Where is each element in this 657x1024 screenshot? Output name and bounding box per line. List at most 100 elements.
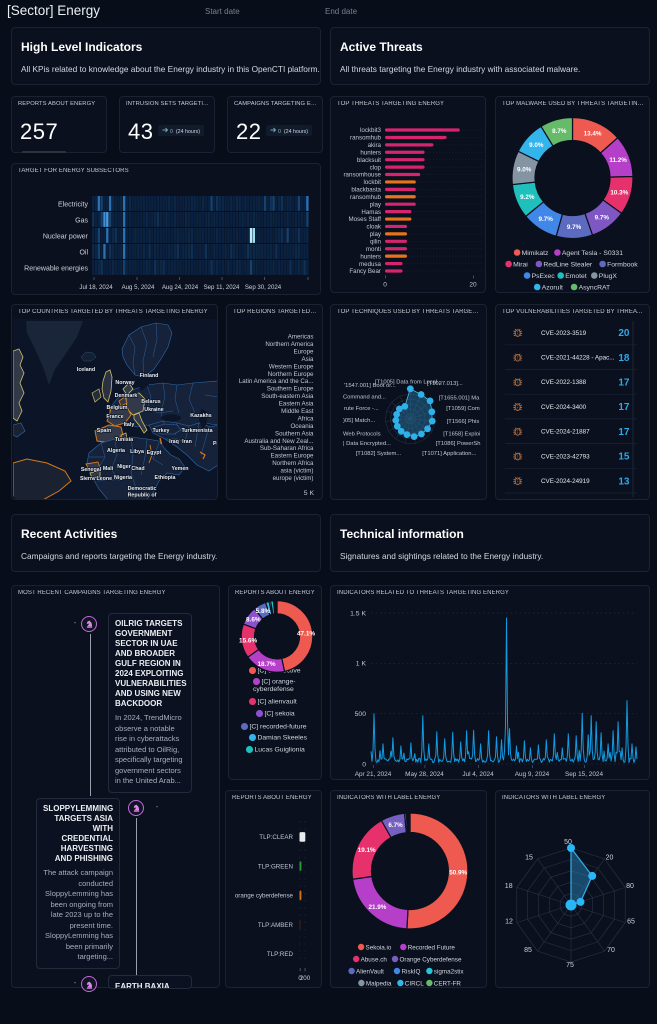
svg-text:Sep 30, 2024: Sep 30, 2024 (245, 284, 282, 291)
svg-text:50.9%: 50.9% (449, 870, 467, 877)
svg-text:Chad: Chad (131, 466, 144, 472)
svg-text:75: 75 (566, 962, 574, 969)
svg-text:Nuclear power: Nuclear power (43, 234, 89, 241)
svg-text:11.2%: 11.2% (609, 157, 627, 164)
svg-text:Nigeria: Nigeria (114, 475, 132, 481)
svg-text:13: 13 (618, 476, 630, 487)
svg-text:Southern Europe: Southern Europe (267, 386, 314, 393)
svg-text:Eastern Europe: Eastern Europe (271, 453, 315, 460)
svg-text:15: 15 (618, 452, 630, 463)
svg-text:Sub-Saharan Africa: Sub-Saharan Africa (260, 445, 314, 452)
svg-text:17: 17 (618, 402, 630, 413)
svg-text:Libya: Libya (130, 449, 144, 455)
svg-text:CVE-2022-1388: CVE-2022-1388 (541, 379, 587, 386)
svg-text:Apr 21, 2024: Apr 21, 2024 (355, 771, 392, 778)
svg-text:15.6%: 15.6% (239, 638, 257, 645)
svg-text:TLP:GREEN: TLP:GREEN (258, 863, 293, 870)
svg-text:200: 200 (300, 975, 311, 982)
svg-text:clop: clop (370, 164, 382, 171)
svg-text:Iraq: Iraq (169, 439, 179, 445)
svg-text:Middle East: Middle East (281, 408, 314, 415)
svg-text:Mali: Mali (103, 466, 114, 472)
svg-text:ransomhub: ransomhub (350, 135, 382, 142)
svg-text:50: 50 (564, 839, 572, 846)
svg-text:Renewable energies: Renewable energies (24, 266, 88, 273)
svg-text:1.5 K: 1.5 K (350, 610, 366, 617)
svg-text:5 K: 5 K (304, 490, 315, 497)
svg-text:20: 20 (469, 281, 477, 288)
svg-text:CVE-2024-24919: CVE-2024-24919 (541, 478, 590, 485)
svg-text:CIRCL: CIRCL (405, 980, 424, 987)
svg-text:[T1086] PowerSh: [T1086] PowerSh (436, 441, 481, 447)
svg-text:Sierra Leone: Sierra Leone (80, 476, 112, 482)
svg-text:Ethiopia: Ethiopia (155, 475, 176, 481)
svg-text:6.7%: 6.7% (388, 822, 403, 829)
svg-text:CERT-FR: CERT-FR (434, 980, 462, 987)
svg-text:20: 20 (618, 328, 630, 339)
svg-text:15: 15 (525, 855, 533, 862)
svg-text:CVE-2024-21887: CVE-2024-21887 (541, 429, 590, 436)
svg-text:Pal: Pal (213, 441, 217, 447)
svg-text:TLP:AMBER: TLP:AMBER (258, 922, 294, 929)
svg-text:Kazakhs: Kazakhs (190, 413, 212, 419)
svg-text:AlienVault: AlienVault (356, 968, 384, 975)
svg-text:0: 0 (383, 281, 387, 288)
svg-text:Fancy Bear: Fancy Bear (349, 268, 381, 275)
svg-text:Africa: Africa (298, 416, 314, 423)
svg-text:hunters: hunters (360, 149, 381, 156)
svg-text:europe (victim): europe (victim) (273, 475, 314, 482)
svg-text:medusa: medusa (359, 261, 382, 268)
svg-text:70: 70 (607, 947, 615, 954)
svg-text:Asia: Asia (301, 356, 314, 363)
svg-text:18: 18 (618, 353, 630, 364)
svg-text:9.7%: 9.7% (595, 215, 610, 222)
svg-text:80: 80 (626, 883, 634, 890)
svg-text:CVE-2021-44228 - Apac...: CVE-2021-44228 - Apac... (541, 355, 615, 362)
svg-text:Belarus: Belarus (141, 399, 160, 405)
svg-text:Command and...: Command and... (343, 395, 386, 401)
svg-text:Turkmenista: Turkmenista (181, 428, 212, 434)
svg-text:18.7%: 18.7% (257, 661, 275, 668)
svg-text:0: 0 (298, 975, 302, 982)
svg-text:[T1071] Application...: [T1071] Application... (422, 451, 477, 457)
svg-text:Formbook: Formbook (607, 261, 638, 268)
svg-text:cloak: cloak (367, 224, 382, 231)
svg-text:12: 12 (505, 919, 513, 926)
svg-text:RedLine Stealer: RedLine Stealer (543, 261, 592, 268)
svg-text:Yemen: Yemen (171, 466, 188, 472)
svg-text:Eastern Asia: Eastern Asia (279, 401, 314, 408)
svg-text:Europe: Europe (294, 348, 315, 355)
svg-text:Web Protocols: Web Protocols (343, 431, 381, 437)
svg-text:...: ... (523, 496, 530, 501)
svg-text:Finland: Finland (140, 373, 159, 379)
svg-text:Republic of: Republic of (128, 493, 157, 499)
svg-text:Moses Staff: Moses Staff (348, 216, 381, 223)
svg-text:sigma2stix: sigma2stix (434, 968, 465, 975)
svg-text:| Data Encrypted...: | Data Encrypted... (343, 441, 391, 447)
svg-text:5.8%: 5.8% (256, 608, 271, 615)
svg-text:[T1566] Phis: [T1566] Phis (447, 419, 480, 425)
svg-text:'1547.001] Boot or...: '1547.001] Boot or... (344, 383, 396, 389)
svg-text:17: 17 (618, 378, 630, 389)
svg-text:Tunisia: Tunisia (115, 437, 133, 443)
svg-text:9.7%: 9.7% (567, 224, 582, 231)
svg-text:qilin: qilin (370, 239, 382, 246)
svg-text:blacksuit: blacksuit (357, 157, 381, 164)
svg-text:[T1005] Data from Local...: [T1005] Data from Local... (375, 380, 442, 386)
svg-text:TLP:RED: TLP:RED (267, 951, 294, 958)
svg-text:TLP:CLEAR: TLP:CLEAR (259, 834, 293, 841)
svg-text:Spain: Spain (97, 428, 111, 434)
svg-text:18: 18 (505, 883, 513, 890)
svg-text:Sep 15, 2024: Sep 15, 2024 (565, 771, 603, 778)
svg-text:asia (victim): asia (victim) (280, 468, 313, 475)
svg-text:500: 500 (355, 711, 367, 718)
svg-text:1 K: 1 K (356, 661, 367, 668)
svg-text:CVE-2023-42793: CVE-2023-42793 (541, 453, 590, 460)
svg-text:Aug 9, 2024: Aug 9, 2024 (515, 771, 550, 778)
svg-text:lockbit: lockbit (363, 179, 381, 186)
svg-text:PlugX: PlugX (599, 273, 618, 280)
svg-text:Algeria: Algeria (107, 448, 125, 454)
svg-text:Emotet: Emotet (565, 273, 587, 280)
svg-text:play: play (370, 201, 382, 208)
svg-text:Oil: Oil (79, 250, 88, 257)
